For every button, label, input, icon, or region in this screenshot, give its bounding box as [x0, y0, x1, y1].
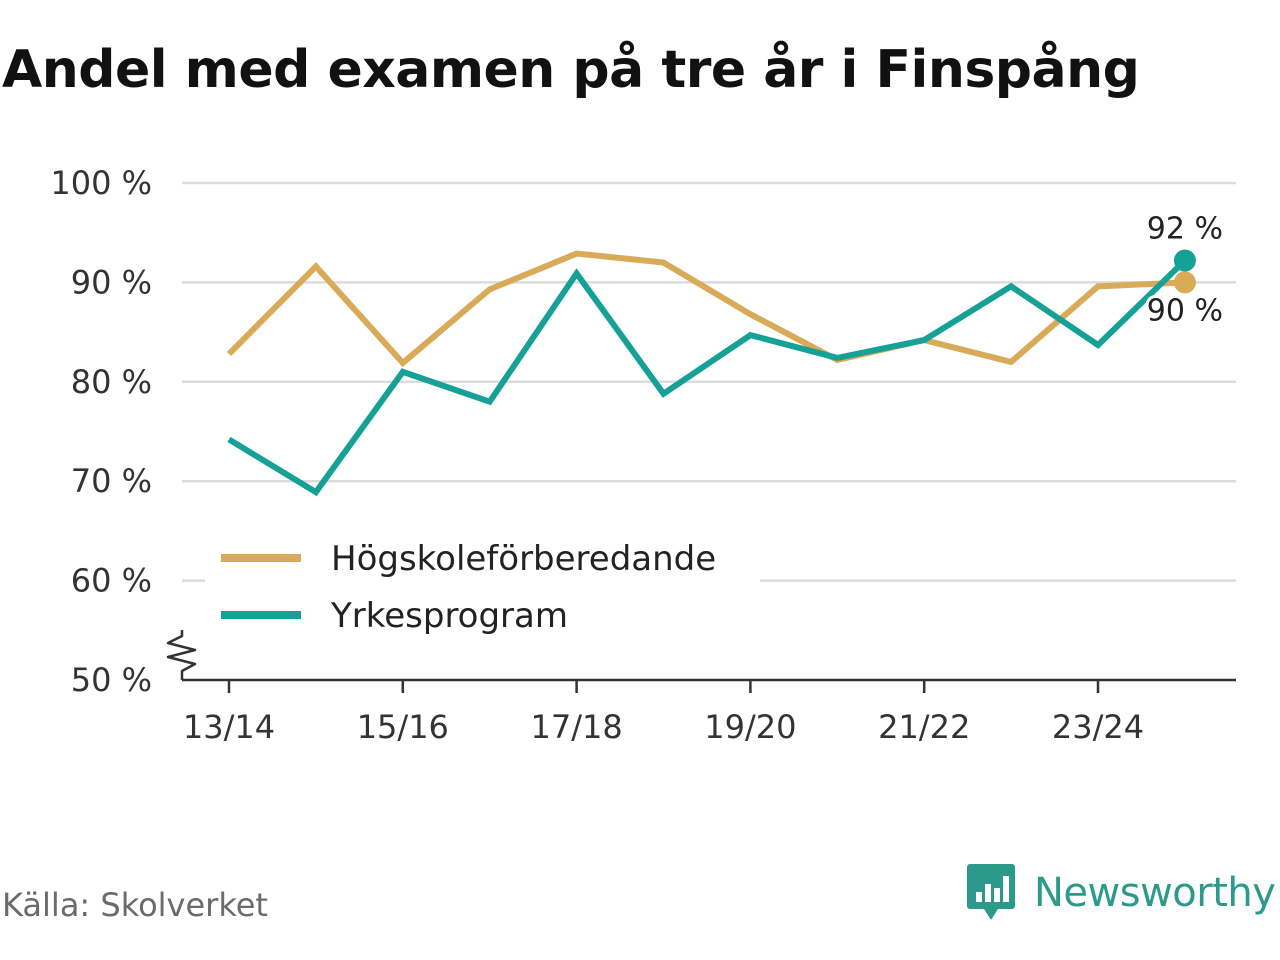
legend-label: Högskoleförberedande	[331, 539, 716, 579]
series-end-marker	[1173, 271, 1196, 294]
x-tick-label: 17/18	[530, 708, 622, 746]
end-value-label: 92 %	[1147, 212, 1223, 247]
series-end-marker	[1173, 249, 1196, 272]
y-axis-ticks: 100 % 90 % 80 % 70 % 60 % 50 %	[50, 164, 152, 699]
x-tick-label: 13/14	[183, 708, 275, 746]
brand-name: Newsworthy	[1034, 870, 1276, 916]
chart-title: Andel med examen på tre år i Finspång	[2, 40, 1140, 100]
y-tick-label: 60 %	[71, 562, 152, 600]
series-line	[226, 250, 1186, 368]
source-note: Källa: Skolverket	[2, 886, 268, 924]
y-tick-label: 50 %	[71, 661, 152, 699]
y-tick-label: 70 %	[71, 462, 152, 500]
x-tick-label: 21/22	[878, 708, 970, 746]
brand-logo[interactable]: Newsworthy	[966, 862, 1276, 924]
newsworthy-bar-chart-icon	[967, 864, 1015, 920]
legend: Högskoleförberedande Yrkesprogram	[205, 530, 760, 636]
legend-label: Yrkesprogram	[330, 596, 568, 636]
axis-break-icon	[166, 630, 197, 680]
x-tick-label: 15/16	[357, 708, 449, 746]
series-lines	[226, 250, 1187, 497]
y-tick-label: 100 %	[50, 164, 152, 202]
x-axis: 13/14 15/16 17/18 19/20 21/22 23/24	[166, 630, 1236, 746]
y-tick-label: 90 %	[71, 263, 152, 301]
x-tick-label: 19/20	[704, 708, 796, 746]
end-value-label: 90 %	[1147, 293, 1223, 328]
series-line	[227, 258, 1187, 497]
gridlines	[182, 181, 1236, 582]
end-markers: 92 % 90 %	[1144, 209, 1226, 332]
x-tick-label: 23/24	[1052, 708, 1144, 746]
y-tick-label: 80 %	[71, 363, 152, 401]
